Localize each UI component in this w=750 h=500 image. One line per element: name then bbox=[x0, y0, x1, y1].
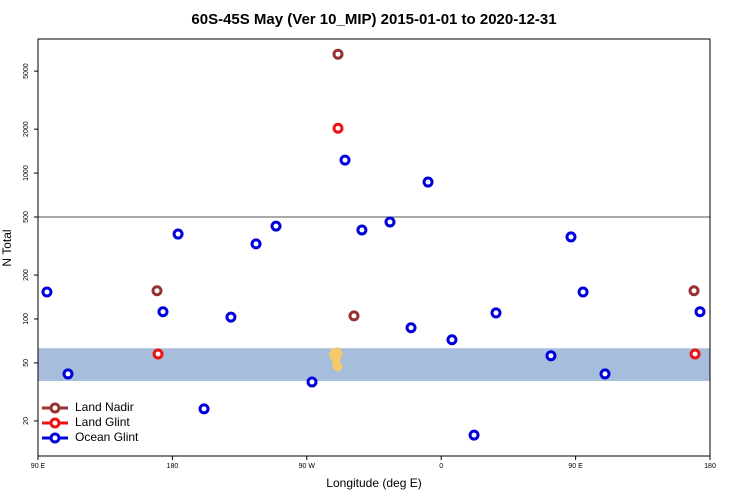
point bbox=[468, 429, 480, 441]
legend-label: Ocean Glint bbox=[75, 430, 139, 444]
plot-frame bbox=[37, 38, 711, 457]
point bbox=[270, 220, 282, 232]
x-axis-label: Longitude (deg E) bbox=[326, 476, 421, 490]
point bbox=[332, 122, 344, 134]
point bbox=[225, 311, 237, 323]
point bbox=[339, 154, 351, 166]
point bbox=[151, 285, 163, 297]
y-tick-label: 2000 bbox=[23, 121, 30, 137]
legend-label: Land Glint bbox=[75, 415, 130, 429]
point bbox=[565, 231, 577, 243]
point bbox=[599, 368, 611, 380]
point bbox=[152, 348, 164, 360]
band bbox=[38, 348, 710, 381]
y-tick-label: 5000 bbox=[23, 63, 30, 79]
point bbox=[694, 306, 706, 318]
point bbox=[348, 310, 360, 322]
y-tick-label: 500 bbox=[23, 211, 30, 223]
y-tick-label: 1000 bbox=[23, 165, 30, 181]
point bbox=[577, 286, 589, 298]
point bbox=[384, 216, 396, 228]
point bbox=[157, 306, 169, 318]
point bbox=[172, 228, 184, 240]
landmass bbox=[329, 347, 343, 372]
y-axis-label: N Total bbox=[0, 229, 14, 266]
x-tick-label: 180 bbox=[167, 463, 179, 470]
point bbox=[689, 348, 701, 360]
point bbox=[306, 376, 318, 388]
point bbox=[41, 286, 53, 298]
y-tick-label: 200 bbox=[23, 269, 30, 281]
x-tick-label: 180 bbox=[704, 463, 716, 470]
x-tick-label: 90 E bbox=[31, 463, 46, 470]
point bbox=[688, 285, 700, 297]
point bbox=[422, 176, 434, 188]
point bbox=[198, 403, 210, 415]
chart-title: 60S-45S May (Ver 10_MIP) 2015-01-01 to 2… bbox=[191, 11, 556, 28]
x-tick-label: 90 W bbox=[299, 463, 316, 470]
legend-marker bbox=[49, 417, 61, 429]
point bbox=[356, 224, 368, 236]
legend-label: Land Nadir bbox=[75, 400, 134, 414]
x-tick-label: 0 bbox=[439, 463, 443, 470]
y-tick-label: 50 bbox=[23, 359, 30, 367]
x-tick-label: 90 E bbox=[568, 463, 583, 470]
point bbox=[62, 368, 74, 380]
point bbox=[545, 350, 557, 362]
y-tick-label: 100 bbox=[23, 313, 30, 325]
y-tick-label: 20 bbox=[23, 417, 30, 425]
legend-marker bbox=[49, 402, 61, 414]
point bbox=[405, 322, 417, 334]
legend-marker bbox=[49, 432, 61, 444]
point bbox=[446, 334, 458, 346]
point bbox=[490, 307, 502, 319]
point bbox=[332, 48, 344, 60]
point bbox=[250, 238, 262, 250]
